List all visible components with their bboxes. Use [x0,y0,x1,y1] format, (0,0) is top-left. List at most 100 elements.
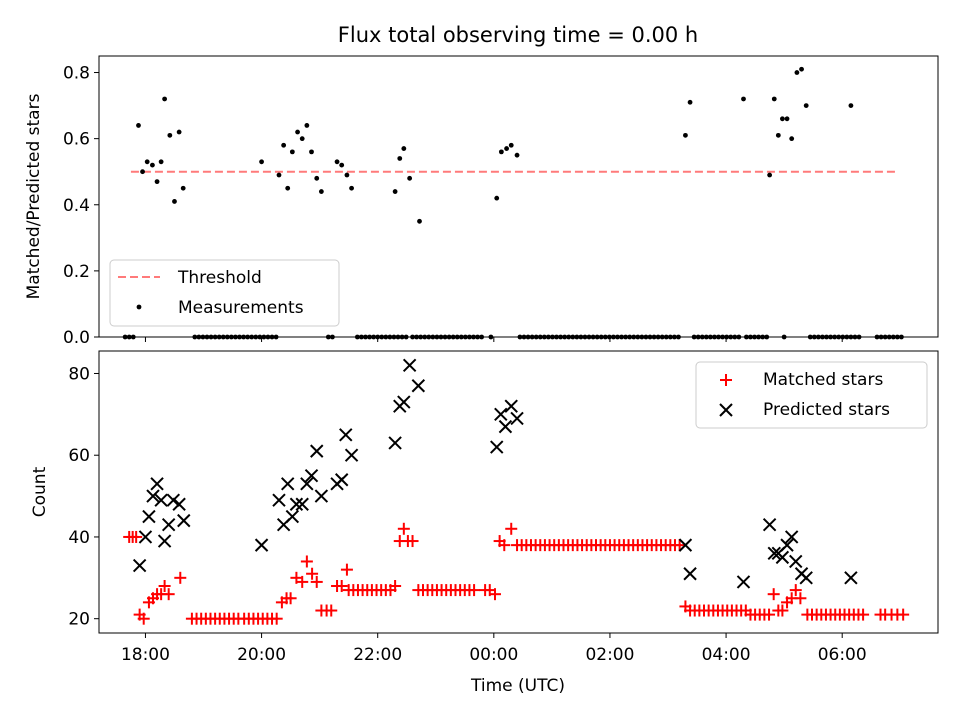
predicted-point [138,530,153,544]
predicted-point [767,546,781,561]
x-tick-label: 22:00 [353,645,402,665]
predicted-point [498,419,513,434]
predicted-point [177,513,191,528]
measurement-point [794,70,800,75]
x-tick-label: 06:00 [818,645,867,665]
measurement-point [687,99,693,105]
predicted-point [272,493,286,507]
legend-measurements-label: Measurements [178,298,304,318]
matched-point [488,588,501,601]
predicted-point [339,428,353,442]
predicted-point [161,517,176,532]
measurement-point [276,172,282,178]
legend-threshold-label: Threshold [177,268,262,288]
predicted-point [678,538,693,552]
bottom-panel [123,358,910,625]
matched-point [270,612,283,625]
measurement-point [401,146,407,151]
predicted-point [304,468,319,483]
measurement-point [144,159,150,165]
measurement-point [392,189,398,194]
predicted-point [789,554,803,569]
x-tick-label: 18:00 [121,645,170,665]
predicted-point [280,477,295,491]
top-plot-frame [98,55,939,338]
measurement-point [344,172,350,178]
bottom-y-tick-label: 80 [68,364,90,384]
matched-point [857,608,870,621]
measurement-point [494,195,500,201]
matched-point [300,555,313,568]
measurement-point [314,175,320,181]
matched-point [767,588,780,601]
measurement-point [417,218,422,224]
matched-point [296,575,309,588]
matched-point [397,522,410,535]
measurement-point [150,162,155,168]
predicted-point [154,493,168,507]
predicted-point [157,534,172,548]
measurement-point [779,116,785,122]
legend-matched-label: Matched stars [763,370,883,390]
matched-point [794,592,807,605]
measurement-point [334,159,340,165]
predicted-point [254,538,269,552]
predicted-point [397,395,411,409]
measurement-point [397,156,403,161]
predicted-point [510,411,524,426]
measurement-point [295,129,300,135]
x-tick-label: 04:00 [702,645,751,665]
predicted-point [172,497,186,511]
measurement-point [784,116,790,122]
measurement-point [180,185,186,191]
matched-point [505,522,518,535]
predicted-point [844,571,858,585]
measurement-point [407,175,413,181]
measurement-point [172,199,177,204]
x-tick-label: 20:00 [237,645,286,665]
legend-matched-swatch [720,374,732,386]
matched-point [776,604,789,617]
matched-point [130,530,143,543]
matched-point [158,580,171,592]
measurement-point [767,172,773,178]
matched-point [763,608,776,621]
measurement-point [514,152,520,158]
matched-point [137,612,150,625]
measurement-point [154,179,160,185]
predicted-point [334,473,349,487]
bottom-y-tick-label: 60 [68,446,90,466]
predicted-point [132,558,147,573]
measurement-point [803,103,809,108]
measurement-point [281,142,287,148]
bottom-y-tick-label: 20 [68,610,90,630]
measurement-point [289,149,295,155]
chart-title: Flux total observing time = 0.00 h [338,23,698,47]
predicted-point [300,477,314,491]
predicted-point [411,379,426,393]
measurement-point [848,103,854,108]
predicted-point [142,509,156,524]
measurement-point [339,162,345,168]
predicted-point [285,509,300,524]
top-y-tick-label: 0.8 [63,64,90,84]
measurement-point [741,96,746,102]
predicted-point [402,358,417,373]
measurement-point [508,142,514,148]
legend-predicted-swatch [719,403,733,417]
x-tick-label: 02:00 [585,645,634,665]
bottom-y-tick-label: 40 [68,528,90,548]
bottom-plot-frame [98,350,939,634]
predicted-point [146,489,160,503]
measurement-point [285,185,291,191]
matched-point [284,592,297,605]
measurement-point [140,169,145,175]
measurement-point [504,146,509,151]
measurement-point [309,149,314,155]
matched-point [340,563,353,576]
measurement-point [683,132,688,138]
matched-point [406,535,419,548]
measurement-point [259,159,264,165]
predicted-point [344,448,359,462]
